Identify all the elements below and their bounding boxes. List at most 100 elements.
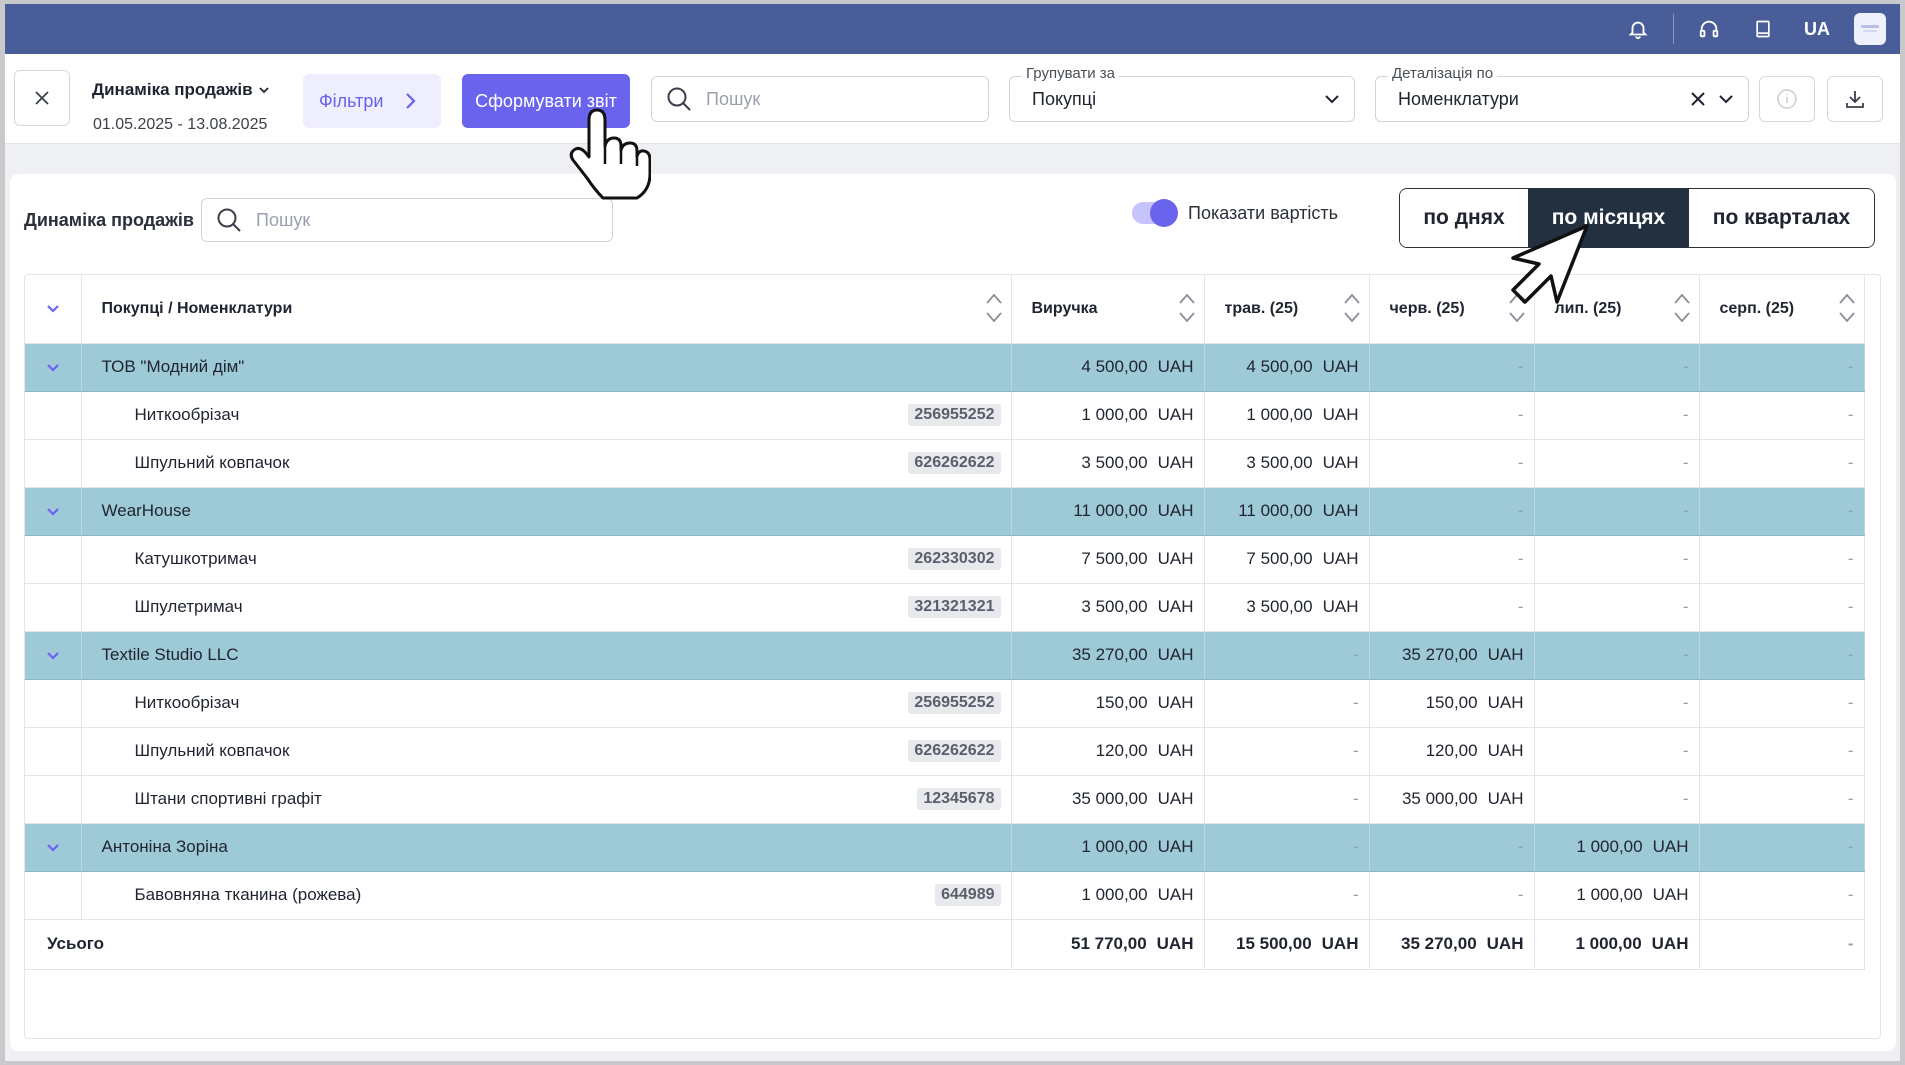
indent-cell	[25, 439, 82, 488]
column-header-may[interactable]: трав. (25)	[1204, 275, 1370, 344]
item-row[interactable]: Катушкотримач 262330302 7 500,00 UAH 7 500,0…	[25, 535, 1865, 584]
headset-icon[interactable]	[1682, 4, 1736, 54]
currency: UAH	[1157, 453, 1194, 472]
item-row[interactable]: Шпулетримач 321321321 3 500,00 UAH 3 500,00 U…	[25, 583, 1865, 632]
item-name-cell: Ниткообрізач 256955252	[81, 391, 1012, 440]
currency: UAH	[1322, 405, 1359, 424]
amount: 1 000,00	[1081, 405, 1148, 424]
group-row[interactable]: WearHouse 11 000,00 UAH 11 000,00 UAH - - -	[25, 487, 1865, 536]
item-name: Шпулетримач	[134, 597, 243, 616]
amount: 1 000,00	[1576, 885, 1643, 904]
total-row: Усього 51 770,00 UAH 15 500,00 UAH 35 270,00 U…	[25, 919, 1865, 970]
item-row[interactable]: Ниткообрізач 256955252 150,00 UAH -150,00 UAH…	[25, 679, 1865, 728]
language-switch[interactable]: UA	[1804, 18, 1830, 39]
empty-cell: -	[1699, 775, 1865, 824]
download-button[interactable]	[1827, 76, 1883, 122]
item-row[interactable]: Бавовняна тканина (рожева) 644989 1 000,00…	[25, 871, 1865, 920]
item-row[interactable]: Шпульний ковпачок 626262622 120,00 UAH -120,…	[25, 727, 1865, 776]
group-collapse-toggle[interactable]	[25, 823, 82, 872]
empty-cell: -	[1699, 919, 1865, 970]
value-cell: 15 500,00 UAH	[1204, 919, 1370, 970]
amount: 1 000,00	[1081, 837, 1148, 856]
group-by-select[interactable]: Групувати за Покупці	[1009, 65, 1355, 122]
column-header-july[interactable]: лип. (25)	[1534, 275, 1700, 344]
report-title: Динаміка продажів	[92, 80, 253, 99]
column-header-july-label: лип. (25)	[1554, 299, 1622, 317]
item-name-cell: Бавовняна тканина (рожева) 644989	[81, 871, 1012, 920]
currency: UAH	[1157, 405, 1194, 424]
item-name-cell: Ниткообрізач 256955252	[81, 679, 1012, 728]
group-collapse-toggle[interactable]	[25, 631, 82, 680]
empty-cell: -	[1369, 583, 1535, 632]
close-button[interactable]	[14, 70, 70, 126]
detail-by-select[interactable]: Деталізація по Номенклатури	[1375, 65, 1749, 122]
expand-all-toggle[interactable]	[25, 275, 82, 344]
group-row[interactable]: Textile Studio LLC 35 270,00 UAH -35 270,00…	[25, 631, 1865, 680]
top-bar: UA	[5, 4, 1900, 54]
sort-icon	[1673, 293, 1690, 323]
segment-months[interactable]: по місяцях	[1528, 189, 1688, 247]
item-name: Ниткообрізач	[134, 405, 240, 424]
segment-days[interactable]: по днях	[1400, 189, 1528, 247]
indent-cell	[25, 775, 82, 824]
amount: 11 000,00	[1238, 501, 1313, 520]
column-header-june-label: черв. (25)	[1389, 299, 1465, 317]
currency: UAH	[1157, 645, 1194, 664]
empty-cell: -	[1369, 823, 1535, 872]
value-cell: 35 000,00 UAH	[1369, 775, 1535, 824]
value-cell: 51 770,00 UAH	[1011, 919, 1205, 970]
toggle-knob	[1150, 199, 1178, 227]
filters-button[interactable]: Фільтри	[303, 74, 441, 128]
generate-report-label: Сформувати звіт	[475, 90, 617, 111]
info-button[interactable]	[1759, 76, 1815, 122]
download-icon	[1846, 91, 1864, 108]
segment-quarters[interactable]: по кварталах	[1688, 189, 1874, 247]
value-cell: 3 500,00 UAH	[1204, 583, 1370, 632]
group-row[interactable]: ТОВ "Модний дім" 4 500,00 UAH 4 500,00 UAH - -…	[25, 343, 1865, 392]
topbar-divider	[1673, 14, 1674, 44]
table-search-input[interactable]: Пошук	[201, 198, 613, 242]
empty-cell: -	[1204, 631, 1370, 680]
value-cell: 1 000,00 UAH	[1534, 823, 1700, 872]
generate-report-button[interactable]: Сформувати звіт	[462, 74, 630, 128]
column-header-august[interactable]: серп. (25)	[1699, 275, 1865, 344]
empty-cell: -	[1699, 631, 1865, 680]
show-cost-toggle[interactable]	[1132, 199, 1178, 227]
empty-cell: -	[1534, 487, 1700, 536]
avatar[interactable]	[1854, 13, 1886, 45]
book-icon[interactable]	[1736, 4, 1790, 54]
amount: 4 500,00	[1081, 357, 1148, 376]
item-row[interactable]: Шпульний ковпачок 626262622 3 500,00 UAH 3 5…	[25, 439, 1865, 488]
amount: 15 500,00	[1236, 934, 1312, 953]
item-row[interactable]: Штани спортивні графіт 12345678 35 000,00 U…	[25, 775, 1865, 824]
search-icon	[667, 87, 691, 111]
group-collapse-toggle[interactable]	[25, 343, 82, 392]
amount: 150,00	[1095, 693, 1148, 712]
show-cost-toggle-wrap: Показати вартість	[1132, 199, 1338, 227]
item-row[interactable]: Ниткообрізач 256955252 1 000,00 UAH 1 000,00…	[25, 391, 1865, 440]
item-name: Шпульний ковпачок	[134, 741, 290, 760]
bell-icon[interactable]	[1611, 4, 1665, 54]
table-header: Покупці / Номенклатури Виручка трав. (25…	[25, 275, 1865, 344]
column-header-june[interactable]: черв. (25)	[1369, 275, 1535, 344]
sort-icon	[1178, 293, 1195, 323]
detail-by-legend: Деталізація по	[1388, 65, 1498, 82]
empty-cell: -	[1699, 583, 1865, 632]
chevron-down-icon	[258, 87, 269, 94]
value-cell: 1 000,00 UAH	[1011, 391, 1205, 440]
column-header-revenue[interactable]: Виручка	[1011, 275, 1205, 344]
top-search-input[interactable]: Пошук	[651, 76, 989, 122]
currency: UAH	[1157, 501, 1194, 520]
report-toolbar: Динаміка продажів 01.05.2025 - 13.08.202…	[5, 54, 1900, 144]
detail-by-value: Номенклатури	[1398, 88, 1519, 109]
item-code-badge: 256955252	[908, 404, 1001, 426]
column-header-name[interactable]: Покупці / Номенклатури	[81, 275, 1012, 344]
group-row[interactable]: Антоніна Зоріна 1 000,00 UAH - -1 000,00 UAH -	[25, 823, 1865, 872]
group-collapse-toggle[interactable]	[25, 487, 82, 536]
info-icon	[1777, 89, 1797, 109]
empty-cell: -	[1699, 823, 1865, 872]
report-title-dropdown[interactable]: Динаміка продажів	[92, 80, 269, 100]
chevron-down-icon	[46, 364, 59, 372]
amount: 120,00	[1425, 741, 1478, 760]
currency: UAH	[1157, 693, 1194, 712]
